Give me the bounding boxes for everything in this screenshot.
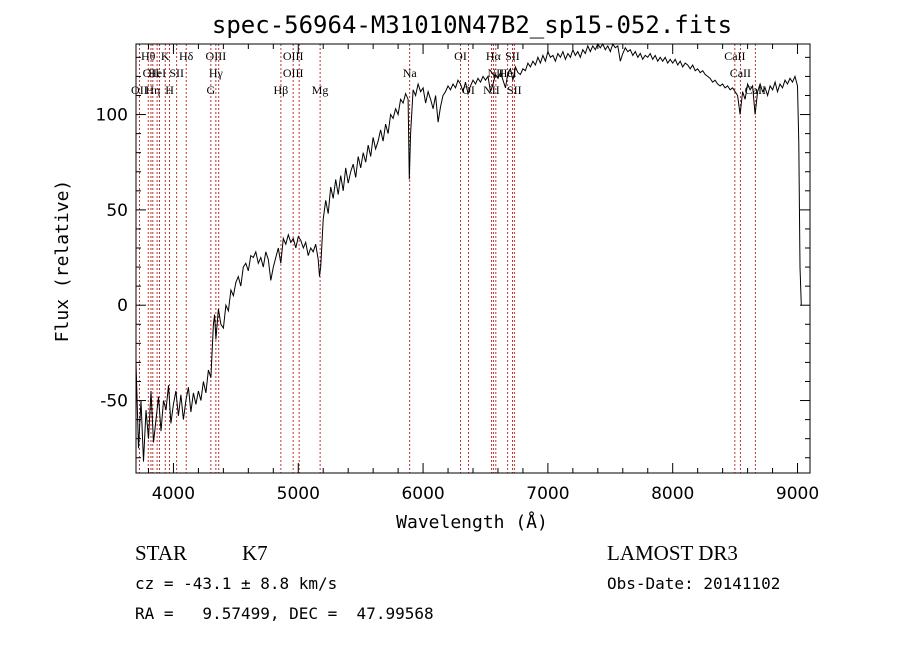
line-marker-label: OII — [131, 83, 148, 97]
line-marker-label: K — [161, 49, 170, 63]
x-tick-label: 7000 — [526, 484, 569, 504]
x-tick-label: 6000 — [401, 484, 444, 504]
line-marker-label: OI — [462, 83, 475, 97]
line-marker-label: NII — [488, 66, 505, 80]
line-marker-label: Na — [403, 66, 418, 80]
line-marker-label: OIII — [206, 49, 227, 63]
line-marker-label: G — [207, 83, 216, 97]
x-tick-label: 9000 — [776, 484, 819, 504]
y-tick-label: 50 — [106, 201, 128, 221]
object-class: STAR — [135, 541, 187, 565]
line-marker-label: CaII — [730, 66, 751, 80]
line-marker-labels: OIIHθOIIHηHeIKHSIIHδGOIIIHγHβOIIIOIIIMgN… — [131, 49, 766, 97]
line-markers — [138, 44, 756, 473]
line-marker-label: OIII — [283, 49, 304, 63]
x-axis-ticks: 4000 5000 6000 7000 8000 9000 — [147, 44, 819, 504]
x-tick-label: 8000 — [651, 484, 694, 504]
observation-date: Obs-Date: 20141102 — [607, 574, 780, 593]
x-tick-label: 5000 — [277, 484, 320, 504]
spectral-subclass: K7 — [242, 541, 268, 565]
line-marker-label: SII — [169, 66, 184, 80]
line-marker-label: Mg — [312, 83, 329, 97]
line-marker-label: HeI — [148, 66, 166, 80]
y-tick-label: -50 — [100, 392, 128, 412]
line-marker-label: Hη — [145, 83, 160, 97]
redshift-readout: cz = -43.1 ± 8.8 km/s — [135, 574, 337, 593]
plot-frame — [135, 43, 811, 474]
line-marker-label: SII — [505, 49, 520, 63]
line-marker-label: Hα — [486, 49, 502, 63]
line-marker-label: OII — [143, 66, 160, 80]
chart-title: spec-56964-M31010N47B2_sp15-052.fits — [212, 11, 732, 39]
line-marker-label: Hγ — [209, 66, 224, 80]
x-axis-label: Wavelength (Å) — [396, 511, 548, 533]
line-marker-label: CaII — [724, 49, 745, 63]
line-marker-label: OIII — [283, 66, 304, 80]
y-axis-ticks: -50 0 50 100 — [96, 56, 810, 459]
x-tick-label: 4000 — [152, 484, 195, 504]
line-marker-label: Hθ — [141, 49, 156, 63]
spectrum-line — [135, 42, 802, 462]
line-marker-label: SII — [507, 83, 522, 97]
survey-name: LAMOST DR3 — [607, 541, 738, 565]
line-marker-label: H — [165, 83, 174, 97]
y-axis-label: Flux (relative) — [52, 180, 73, 343]
line-marker-label: Hδ — [179, 49, 194, 63]
y-tick-label: 100 — [96, 106, 128, 126]
y-tick-label: 0 — [117, 296, 128, 316]
line-marker-label: OI — [454, 49, 467, 63]
line-marker-label: Hβ — [274, 83, 289, 97]
coordinates-readout: RA = 9.57499, DEC = 47.99568 — [135, 604, 434, 623]
